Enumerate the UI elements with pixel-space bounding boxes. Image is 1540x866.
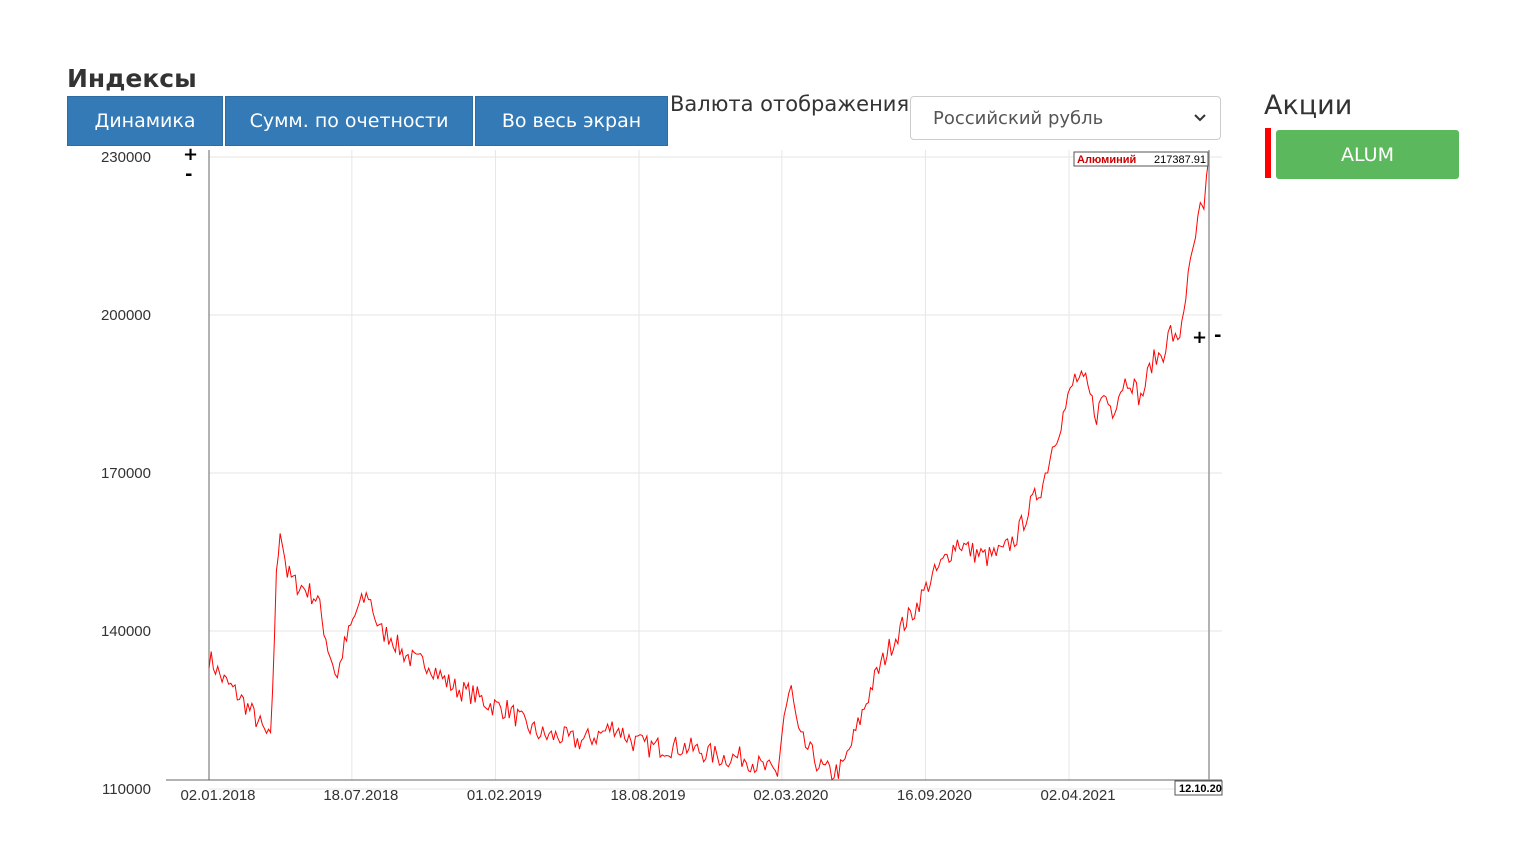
stock-button-alum[interactable]: ALUM <box>1276 130 1459 179</box>
summary-button[interactable]: Сумм. по очетности <box>225 96 473 146</box>
stock-selected-marker <box>1265 128 1271 178</box>
zoom-in-x-button[interactable]: + <box>1192 327 1208 348</box>
y-tick-label: 140000 <box>101 623 151 640</box>
dynamics-button[interactable]: Динамика <box>67 96 223 146</box>
tooltip-value: 217387.91 <box>1154 154 1206 166</box>
page-title: Индексы <box>67 64 197 93</box>
x-tick-label: 18.07.2018 <box>323 787 398 804</box>
x-tick-label: 18.08.2019 <box>610 787 685 804</box>
x-tick-label: 16.09.2020 <box>897 787 972 804</box>
zoom-out-x-button[interactable]: - <box>1214 325 1222 346</box>
chevron-down-icon <box>1194 114 1206 122</box>
currency-label: Валюта отображения <box>670 92 910 116</box>
x-tick-label: 02.03.2020 <box>753 787 828 804</box>
x-tick-label: 02.04.2021 <box>1041 787 1116 804</box>
date-badge-box <box>1174 780 1223 796</box>
y-tick-label: 110000 <box>102 781 151 798</box>
date-badge-label: 12.10.20 <box>1179 783 1222 795</box>
tooltip-series-name: Алюминий <box>1077 154 1136 166</box>
zoom-in-y-button[interactable]: + <box>183 144 199 165</box>
y-tick-label: 170000 <box>101 465 151 482</box>
tooltip-box <box>1073 151 1209 167</box>
series-line-aluminium <box>208 156 1210 781</box>
currency-select[interactable]: Российский рубль <box>910 96 1221 140</box>
stocks-title: Акции <box>1264 90 1353 121</box>
y-tick-label: 230000 <box>101 149 151 166</box>
y-tick-label: 200000 <box>101 307 151 324</box>
x-tick-label: 01.02.2019 <box>467 787 542 804</box>
fullscreen-button[interactable]: Во весь экран <box>475 96 668 146</box>
x-tick-label: 02.01.2018 <box>180 787 255 804</box>
zoom-out-y-button[interactable]: - <box>185 164 193 185</box>
currency-select-value: Российский рубль <box>933 107 1104 129</box>
